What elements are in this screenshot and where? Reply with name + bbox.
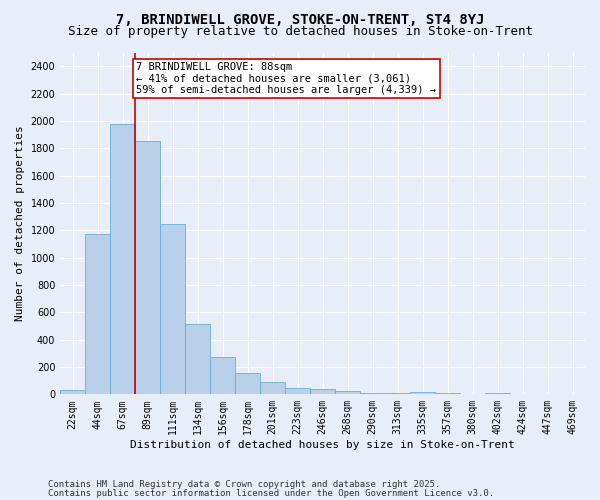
Text: 7 BRINDIWELL GROVE: 88sqm
← 41% of detached houses are smaller (3,061)
59% of se: 7 BRINDIWELL GROVE: 88sqm ← 41% of detac… [136, 62, 436, 96]
Bar [235, 372, 260, 394]
Y-axis label: Number of detached properties: Number of detached properties [15, 126, 25, 322]
Bar [335, 390, 360, 394]
Bar [210, 356, 235, 395]
Bar [435, 392, 460, 394]
Text: 7, BRINDIWELL GROVE, STOKE-ON-TRENT, ST4 8YJ: 7, BRINDIWELL GROVE, STOKE-ON-TRENT, ST4… [116, 12, 484, 26]
Bar [360, 392, 385, 394]
Bar [260, 382, 285, 394]
Bar [160, 224, 185, 394]
Bar [185, 324, 210, 394]
Bar [135, 140, 160, 394]
Text: Size of property relative to detached houses in Stoke-on-Trent: Size of property relative to detached ho… [67, 25, 533, 38]
Bar [485, 392, 510, 394]
Text: Contains public sector information licensed under the Open Government Licence v3: Contains public sector information licen… [48, 489, 494, 498]
Bar [60, 390, 85, 394]
Bar [110, 124, 135, 394]
Text: Contains HM Land Registry data © Crown copyright and database right 2025.: Contains HM Land Registry data © Crown c… [48, 480, 440, 489]
Bar [285, 388, 310, 394]
Bar [410, 392, 435, 394]
X-axis label: Distribution of detached houses by size in Stoke-on-Trent: Distribution of detached houses by size … [130, 440, 515, 450]
Bar [85, 234, 110, 394]
Bar [310, 389, 335, 394]
Bar [385, 392, 410, 394]
